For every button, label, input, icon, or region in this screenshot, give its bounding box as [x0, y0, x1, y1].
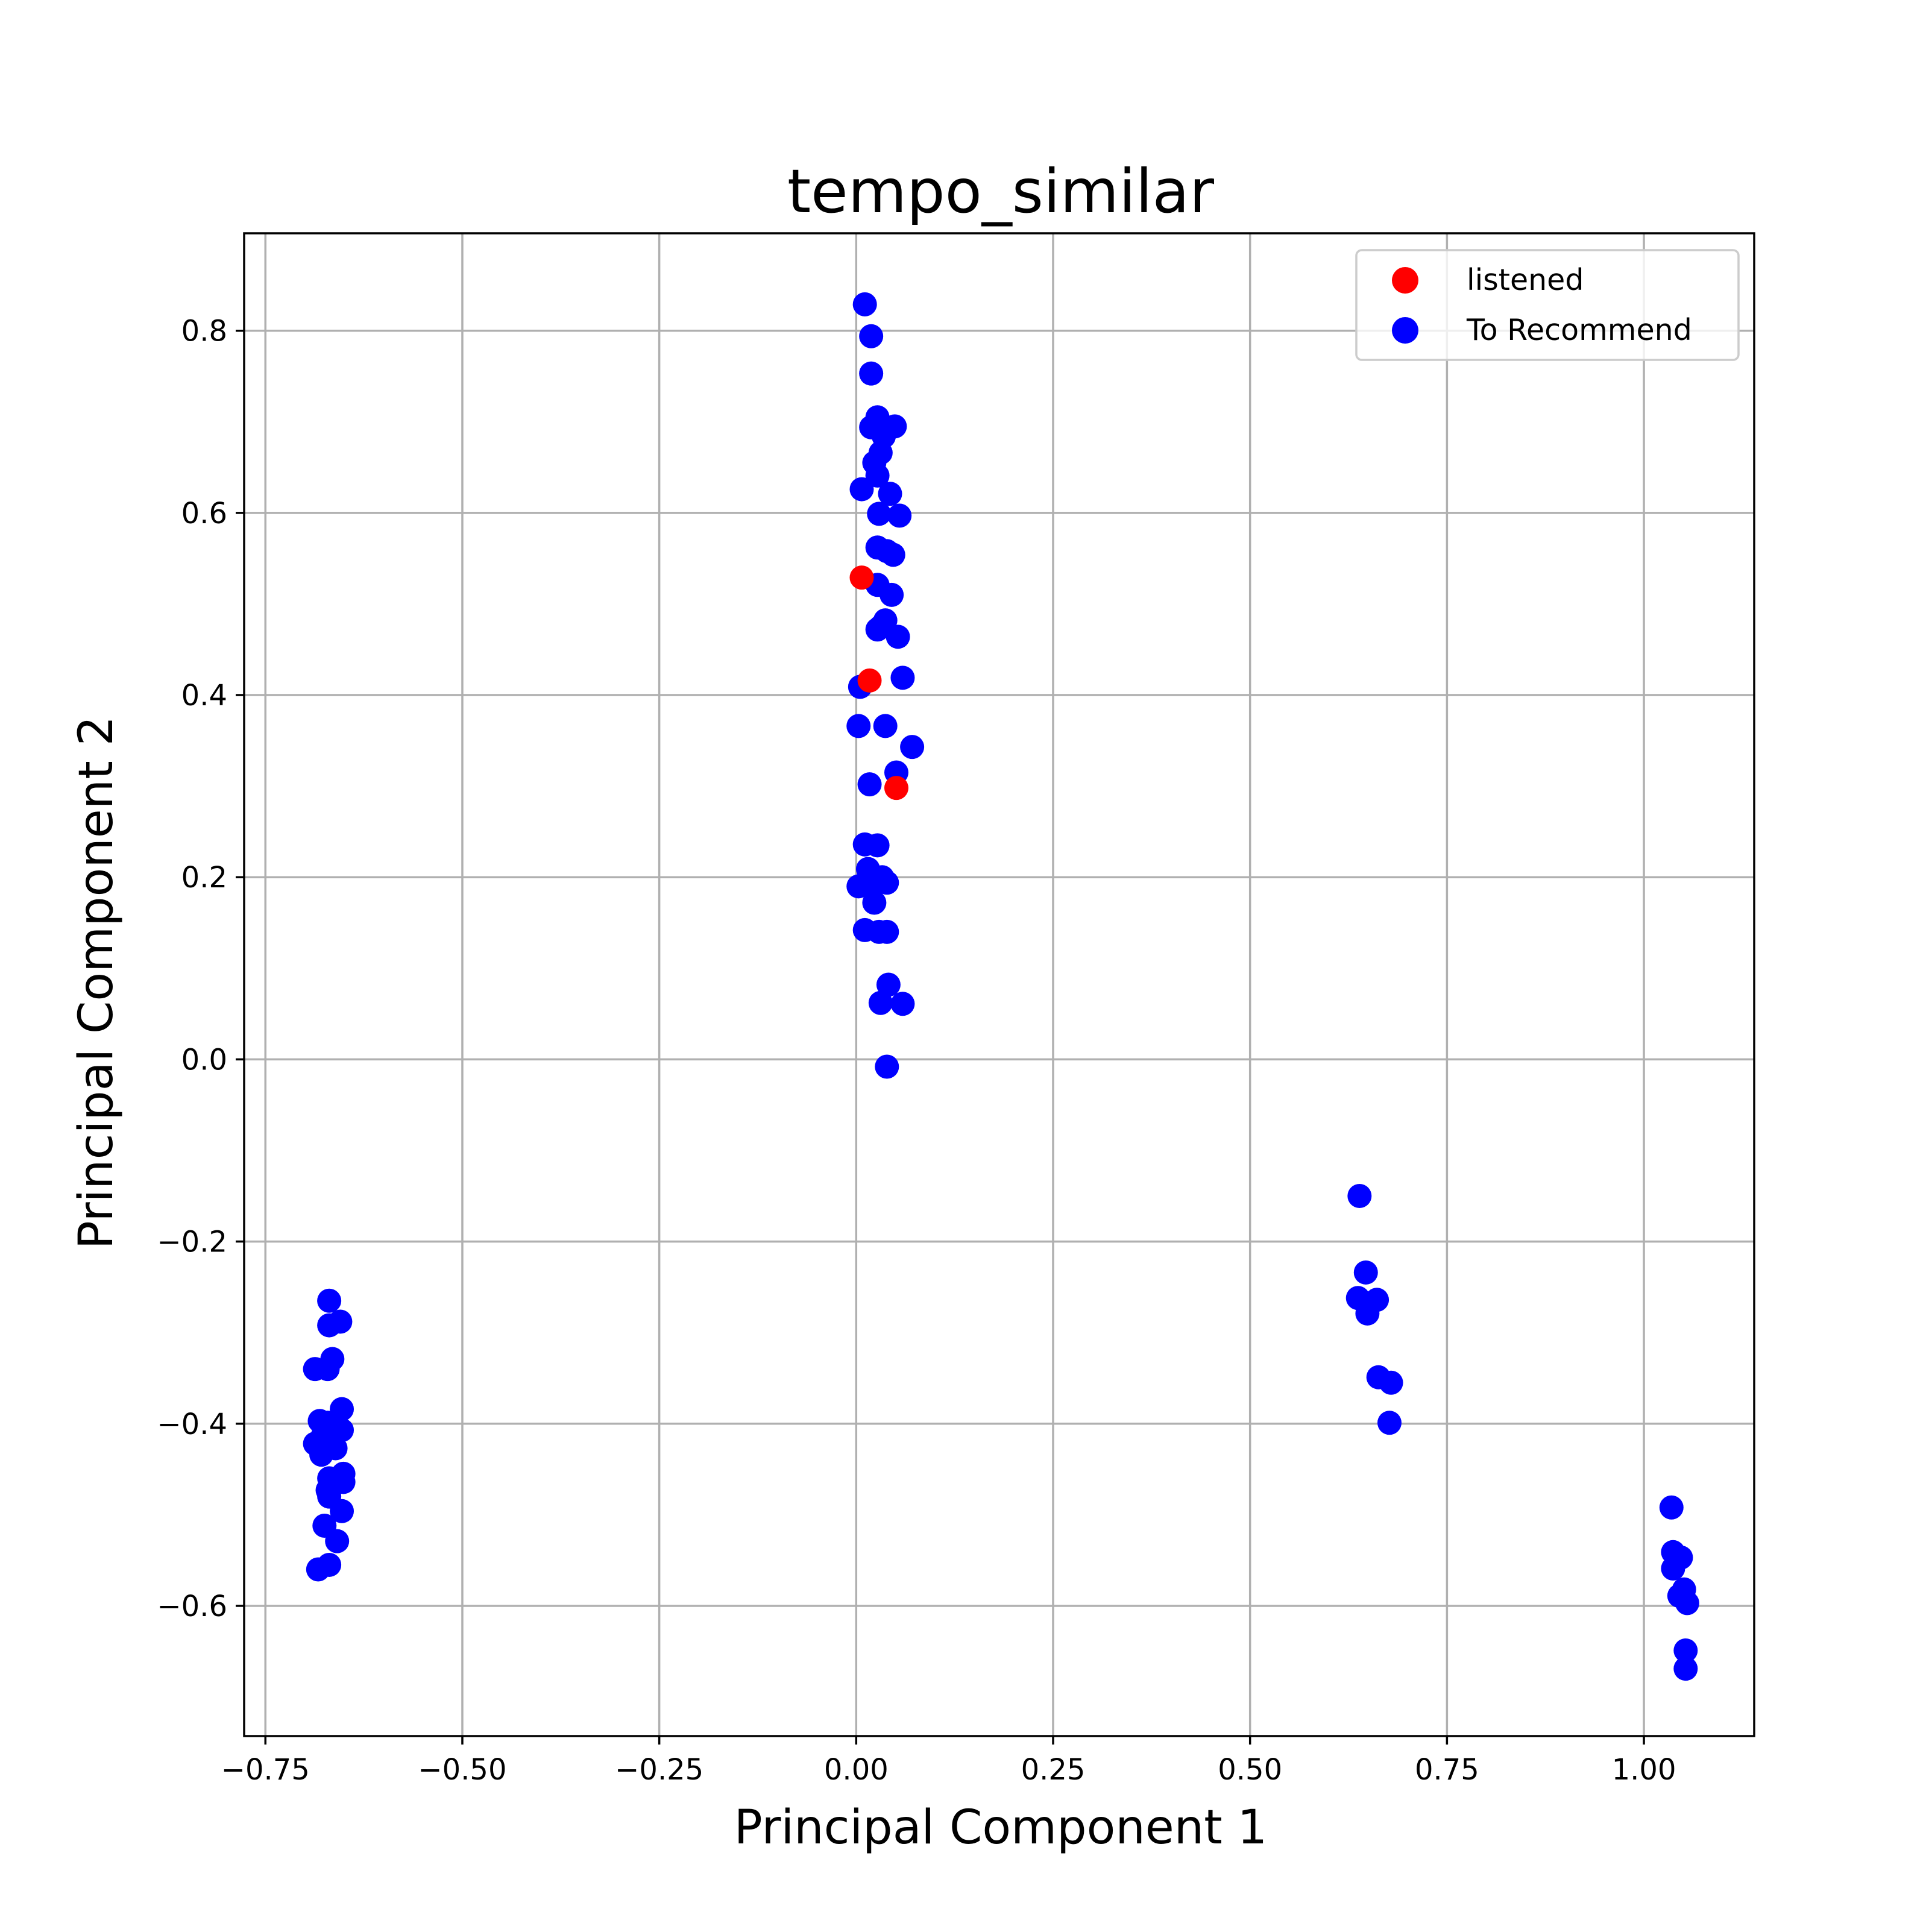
point-to-recommend: [880, 582, 904, 607]
point-to-recommend: [846, 714, 871, 738]
x-tick-label: 0.75: [1415, 1753, 1479, 1787]
point-to-recommend: [1379, 1370, 1403, 1395]
y-tick-label: −0.2: [157, 1226, 227, 1259]
point-to-recommend: [1675, 1591, 1699, 1616]
grid-lines: [244, 233, 1754, 1736]
point-to-recommend: [852, 292, 877, 316]
point-to-recommend: [870, 865, 895, 890]
x-tick-label: 0.00: [824, 1753, 889, 1787]
point-to-recommend: [1659, 1495, 1684, 1520]
y-tick-label: 0.8: [181, 315, 227, 348]
point-to-recommend: [862, 890, 887, 915]
point-to-recommend: [317, 1288, 342, 1313]
plot-frame: [243, 232, 1755, 1737]
point-to-recommend: [330, 1499, 354, 1523]
point-to-recommend: [867, 502, 892, 526]
point-to-recommend: [876, 972, 901, 997]
axis-ticks: −0.75 −0.50 −0.25 0.00 0.25 0.50 0.75 1.00 −0.6 −…: [157, 315, 1676, 1787]
point-to-recommend: [873, 714, 898, 738]
y-tick-label: −0.6: [157, 1590, 227, 1623]
legend-marker-listened: [1392, 267, 1418, 294]
point-to-recommend: [1347, 1184, 1372, 1209]
point-to-recommend: [875, 919, 899, 944]
x-tick-label: −0.75: [221, 1753, 310, 1787]
point-to-recommend: [309, 1443, 334, 1467]
point-to-recommend: [317, 1313, 342, 1338]
point-to-recommend: [1355, 1301, 1380, 1326]
chart-title: tempo_similar: [787, 156, 1215, 227]
legend-marker-to-recommend: [1392, 317, 1418, 344]
point-to-recommend: [875, 1054, 899, 1079]
x-tick-label: 0.25: [1021, 1753, 1086, 1787]
y-tick-label: 0.6: [181, 497, 227, 530]
point-to-recommend: [886, 625, 910, 649]
x-tick-label: 1.00: [1612, 1753, 1676, 1787]
legend: listened To Recommend: [1355, 249, 1740, 361]
point-to-recommend: [859, 361, 884, 386]
x-tick-label: −0.25: [615, 1753, 703, 1787]
point-to-recommend: [330, 1418, 354, 1443]
point-to-recommend: [325, 1529, 350, 1553]
y-axis-label: Principal Component 2: [69, 716, 124, 1249]
point-to-recommend: [878, 482, 902, 506]
point-to-recommend: [1377, 1411, 1402, 1435]
point-to-recommend: [890, 666, 915, 690]
y-tick-label: 0.0: [181, 1043, 227, 1077]
point-to-recommend: [865, 833, 890, 858]
legend-label-listened: listened: [1467, 263, 1584, 297]
point-listened: [884, 776, 908, 801]
point-to-recommend: [857, 772, 882, 797]
point-to-recommend: [865, 617, 890, 642]
x-tick-label: −0.50: [418, 1753, 506, 1787]
point-listened: [849, 565, 874, 590]
point-to-recommend: [881, 543, 905, 567]
point-to-recommend: [868, 990, 893, 1015]
point-to-recommend: [849, 477, 874, 502]
legend-box: [1355, 249, 1740, 361]
point-to-recommend: [859, 324, 884, 348]
point-to-recommend: [306, 1557, 330, 1582]
point-to-recommend: [887, 503, 912, 528]
point-listened: [857, 668, 882, 693]
legend-label-to-recommend: To Recommend: [1466, 313, 1692, 347]
point-to-recommend: [303, 1357, 327, 1382]
data-points: [303, 292, 1699, 1681]
x-axis-label: Principal Component 1: [734, 1801, 1267, 1855]
point-to-recommend: [1673, 1638, 1698, 1663]
y-tick-label: 0.2: [181, 861, 227, 895]
point-to-recommend: [1661, 1556, 1685, 1581]
x-tick-label: 0.50: [1218, 1753, 1282, 1787]
point-to-recommend: [1353, 1260, 1378, 1285]
point-to-recommend: [890, 992, 915, 1016]
y-tick-label: −0.4: [157, 1408, 227, 1441]
point-to-recommend: [900, 735, 925, 760]
y-tick-label: 0.4: [181, 679, 227, 713]
point-to-recommend: [1673, 1657, 1698, 1681]
point-to-recommend: [865, 463, 890, 488]
